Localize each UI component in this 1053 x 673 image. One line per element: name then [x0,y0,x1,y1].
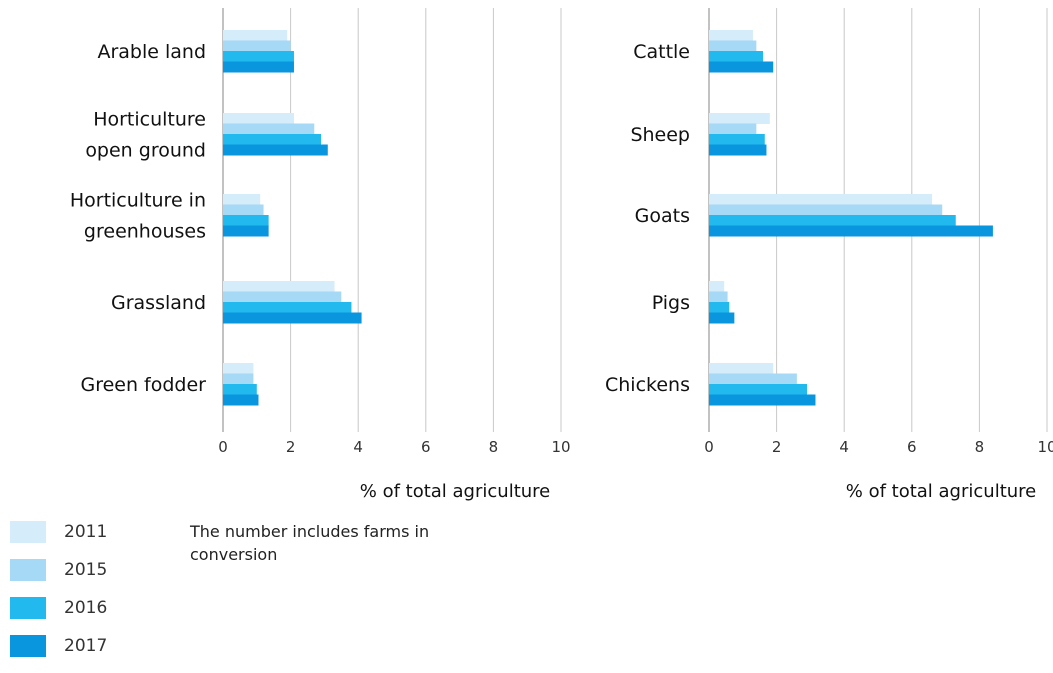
bar-0-4-2015 [223,373,254,385]
bar-0-3-2017 [223,312,362,324]
legend-label-2011: 2011 [64,522,108,542]
category-label-0-2-0: Horticulture in [70,190,206,212]
x-tick-label-0-8: 8 [489,438,499,456]
bar-1-0-2016 [709,51,764,62]
category-label-1-0-0: Cattle [633,41,690,63]
x-tick-label-0-6: 6 [421,438,431,456]
bar-1-4-2011 [709,363,774,374]
category-label-0-1-1: open ground [85,140,206,162]
bar-1-4-2016 [709,384,808,395]
category-label-1-2-0: Goats [635,205,690,227]
bar-1-0-2017 [709,61,774,73]
category-label-0-2-1: greenhouses [84,221,206,243]
bar-1-3-2017 [709,312,735,324]
x-tick-label-1-10: 10 [1037,438,1053,456]
bar-1-2-2016 [709,215,956,226]
x-tick-label-1-4: 4 [839,438,849,456]
chart-note: The number includes farms in conversion [190,522,430,564]
bar-1-3-2015 [709,291,728,303]
category-label-0-0-0: Arable land [97,41,206,63]
bar-0-0-2015 [223,40,291,52]
bar-1-1-2011 [709,113,770,124]
x-axis-title-0: % of total agriculture [360,481,551,502]
bar-0-2-2011 [223,194,261,205]
bar-0-1-2015 [223,123,315,135]
x-axis-title-1: % of total agriculture [846,481,1037,502]
category-label-0-1-0: Horticulture [93,109,206,131]
x-tick-label-1-0: 0 [704,438,714,456]
bar-0-0-2011 [223,30,288,41]
x-tick-label-1-6: 6 [907,438,917,456]
bar-0-2-2015 [223,204,264,216]
bar-1-1-2017 [709,144,767,156]
x-tick-label-1-2: 2 [772,438,782,456]
bar-0-2-2017 [223,225,269,237]
bar-1-4-2015 [709,373,797,385]
x-tick-label-0-2: 2 [286,438,296,456]
bar-1-2-2015 [709,204,943,216]
bar-1-0-2015 [709,40,757,52]
bar-0-4-2017 [223,394,259,406]
bar-0-1-2011 [223,113,294,124]
category-label-1-1-0: Sheep [630,124,690,146]
legend-swatch-2015 [10,559,46,581]
bar-0-4-2016 [223,384,257,395]
bar-1-3-2016 [709,302,730,313]
bar-0-0-2017 [223,61,294,73]
bar-1-2-2011 [709,194,933,205]
bar-0-0-2016 [223,51,294,62]
legend-swatch-2016 [10,597,46,619]
bar-0-3-2015 [223,291,342,303]
bar-1-3-2011 [709,281,725,292]
bar-1-0-2011 [709,30,753,41]
bar-0-1-2017 [223,144,328,156]
bar-0-1-2016 [223,134,322,145]
bar-0-3-2016 [223,302,352,313]
legend-label-2016: 2016 [64,598,108,618]
x-tick-label-0-4: 4 [353,438,363,456]
x-tick-label-1-8: 8 [975,438,985,456]
legend-label-2015: 2015 [64,560,108,580]
bar-1-1-2015 [709,123,757,135]
category-label-0-4-0: Green fodder [80,374,206,396]
bar-0-4-2011 [223,363,254,374]
bar-0-2-2016 [223,215,269,226]
x-tick-label-0-0: 0 [218,438,228,456]
bar-1-4-2017 [709,394,816,406]
bar-0-3-2011 [223,281,335,292]
category-label-1-4-0: Chickens [605,374,690,396]
legend-swatch-2017 [10,635,46,657]
legend-swatch-2011 [10,521,46,543]
bar-1-2-2017 [709,225,993,237]
x-tick-label-0-10: 10 [551,438,570,456]
bar-1-1-2016 [709,134,765,145]
category-label-1-3-0: Pigs [652,292,690,314]
category-label-0-3-0: Grassland [111,292,206,314]
legend-label-2017: 2017 [64,636,108,656]
